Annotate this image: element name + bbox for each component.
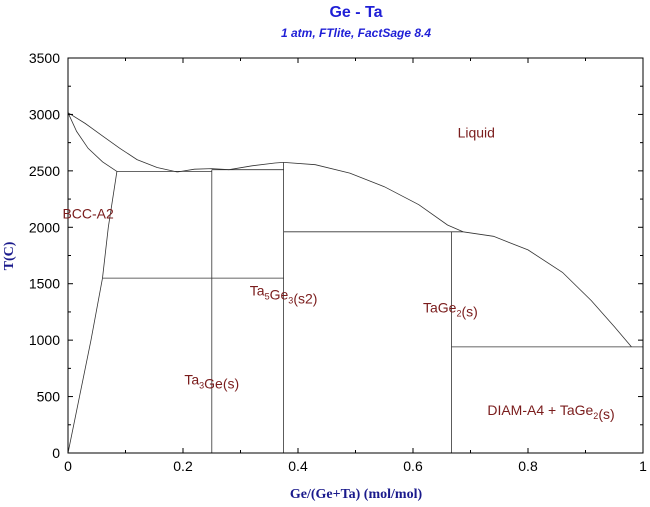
y-axis-label: T(C): [2, 241, 17, 270]
y-tick-label: 2000: [29, 219, 60, 235]
y-tick-label: 3000: [29, 106, 60, 122]
y-tick-label: 0: [52, 445, 60, 461]
x-tick-label: 0.8: [518, 458, 538, 474]
region-label-diam-a4-tage2: DIAM-A4 + TaGe2(s): [487, 402, 614, 422]
phase-boundary-solidus-bcc: [67, 112, 118, 172]
region-label-ta5ge3: Ta5Ge3(s2): [250, 282, 318, 306]
y-tick-label: 2500: [29, 163, 60, 179]
region-label-ta3ge: Ta3Ge(s): [184, 372, 239, 392]
x-axis-ticks: 0 0.2 0.4 0.6 0.8 1: [64, 58, 647, 474]
region-labels: Liquid BCC-A2 Ta5Ge3(s2) TaGe2(s) Ta3Ge(s) DI…: [62, 124, 614, 422]
y-tick-label: 500: [37, 389, 61, 405]
x-axis-label: Ge/(Ge+Ta) (mol/mol): [290, 487, 423, 502]
plot-frame: [67, 57, 644, 454]
y-tick-label: 1000: [29, 332, 60, 348]
x-tick-label: 0.4: [288, 458, 308, 474]
region-label-liquid: Liquid: [458, 124, 495, 140]
phase-boundary-liquidus-dome: [283, 162, 464, 233]
region-label-tage2: TaGe2(s): [423, 299, 478, 319]
y-tick-label: 1500: [29, 276, 60, 292]
chart-title: Ge - Ta: [329, 4, 382, 21]
phase-boundary-liquidus-ta5ge3-right: [228, 162, 284, 171]
x-tick-label: 0.6: [403, 458, 423, 474]
phase-boundary-liquidus-ta5ge3: [177, 168, 230, 173]
x-tick-label: 1: [639, 458, 647, 474]
region-label-bcc-a2: BCC-A2: [62, 206, 114, 222]
y-tick-label: 3500: [29, 50, 60, 66]
phase-boundary-bcc-solvus: [67, 171, 118, 454]
plot-lines: [67, 112, 643, 454]
chart-subtitle: 1 atm, FTlite, FactSage 8.4: [281, 26, 431, 40]
phase-boundary-liquidus-bcc: [67, 112, 178, 173]
x-tick-label: 0: [64, 458, 72, 474]
y-axis-ticks: 0 500 1000 1500 2000 2500 3000 3500: [29, 50, 643, 461]
x-tick-label: 0.2: [173, 458, 193, 474]
phase-boundary-liquidus-tage2: [462, 231, 632, 348]
